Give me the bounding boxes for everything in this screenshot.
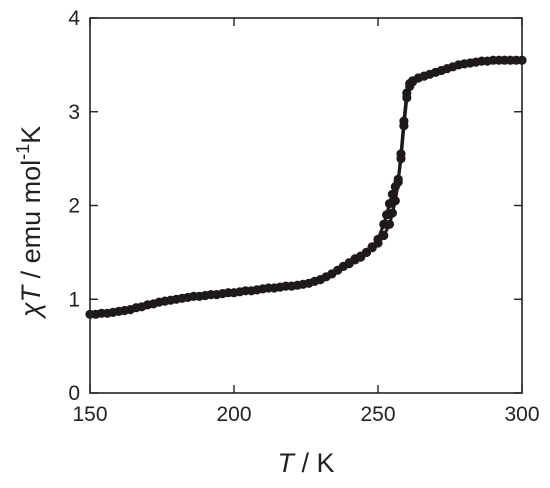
y-tick-label-1: 1 — [68, 288, 80, 311]
series-1-point — [399, 121, 409, 131]
series-1-point — [361, 247, 372, 257]
series-1-point — [402, 93, 412, 103]
y-axis-title-superscript: -1 — [13, 144, 33, 160]
series-1-point — [408, 77, 418, 87]
x-axis-title: T / K — [277, 448, 334, 478]
y-axis-title-tail: K — [16, 126, 46, 144]
x-tick-label-150: 150 — [72, 403, 107, 426]
series-1-point — [393, 174, 403, 184]
x-tick-label-200: 200 — [216, 403, 251, 426]
x-axis-title-unit: / K — [294, 448, 335, 478]
x-axis-title-symbol: T — [277, 448, 296, 478]
y-axis-title: χT / emu mol-1K — [13, 126, 46, 319]
series-1-point — [390, 182, 400, 192]
y-tick-label-2: 2 — [68, 195, 80, 218]
series-0-line — [90, 58, 522, 316]
series-1-point — [396, 154, 406, 164]
series-1-point — [367, 242, 377, 252]
y-axis-title-unit: / emu mol — [16, 160, 46, 286]
x-tick-label-250: 250 — [360, 403, 395, 426]
series-1-point — [382, 210, 392, 220]
data-layer — [85, 55, 527, 319]
series-1-point — [384, 199, 395, 209]
y-tick-label-3: 3 — [68, 101, 80, 124]
series-1-point — [379, 219, 389, 229]
plot-frame — [89, 17, 523, 394]
series-1-point — [373, 234, 383, 244]
y-tick-label-4: 4 — [68, 7, 80, 30]
y-axis-title-symbol: χT — [16, 283, 46, 319]
series-1-point — [387, 189, 397, 199]
x-tick-label-300: 300 — [504, 403, 539, 426]
tick-layer: 150 200 250 300 0 1 2 3 4 — [68, 7, 539, 426]
y-tick-label-0: 0 — [68, 382, 80, 405]
